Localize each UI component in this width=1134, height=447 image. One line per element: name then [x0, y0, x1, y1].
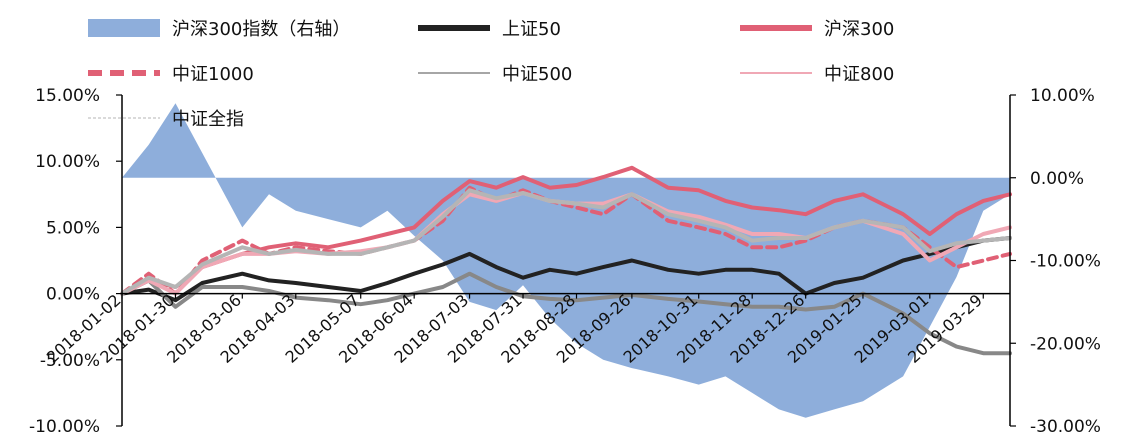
right-tick-label: 10.00% [1030, 86, 1095, 106]
series-line-1 [120, 236, 1012, 303]
series-line-6 [120, 188, 1012, 296]
legend-label: 中证全指 [172, 109, 244, 130]
legend-item-6: 中证全指 [88, 109, 244, 130]
legend-item-5: 中证800 [740, 64, 894, 85]
left-tick-label: 0.00% [46, 285, 100, 305]
legend-label: 中证500 [502, 64, 572, 85]
right-tick-label: -30.00% [1030, 417, 1101, 437]
legend-swatch [88, 19, 160, 37]
legend-item-1: 上证50 [418, 19, 561, 40]
line-layer [120, 165, 1012, 356]
area-layer [122, 103, 1010, 418]
legend-label: 中证1000 [172, 64, 254, 85]
legend-item-4: 中证500 [418, 64, 572, 85]
left-tick-label: -10.00% [29, 417, 100, 437]
left-tick-label: -5.00% [40, 351, 100, 371]
legend-label: 中证800 [824, 64, 894, 85]
legend-label: 沪深300 [824, 19, 894, 40]
legend-label: 沪深300指数（右轴） [172, 19, 350, 40]
legend-item-2: 沪深300 [740, 19, 894, 40]
left-tick-label: 10.00% [35, 152, 100, 172]
legend-item-3: 中证1000 [88, 64, 254, 85]
axes-layer: -10.00% -5.00% 0.00% 5.00% 10.00% 15.00% -30.0… [29, 86, 1101, 437]
series-line-2 [120, 165, 1012, 296]
series-area-0 [122, 103, 1010, 418]
left-tick-label: 15.00% [35, 86, 100, 106]
series-line-4 [120, 271, 1012, 356]
left-tick-label: 5.00% [46, 218, 100, 238]
legend: 沪深300指数（右轴） 上证50 沪深300 中证1000 中证500 中证800 中证全指 [88, 19, 894, 130]
legend-item-0: 沪深300指数（右轴） [88, 19, 350, 40]
right-tick-label: -10.00% [1030, 252, 1101, 272]
right-tick-label: 0.00% [1030, 169, 1084, 189]
right-tick-label: -20.00% [1030, 334, 1101, 354]
legend-label: 上证50 [502, 19, 561, 40]
